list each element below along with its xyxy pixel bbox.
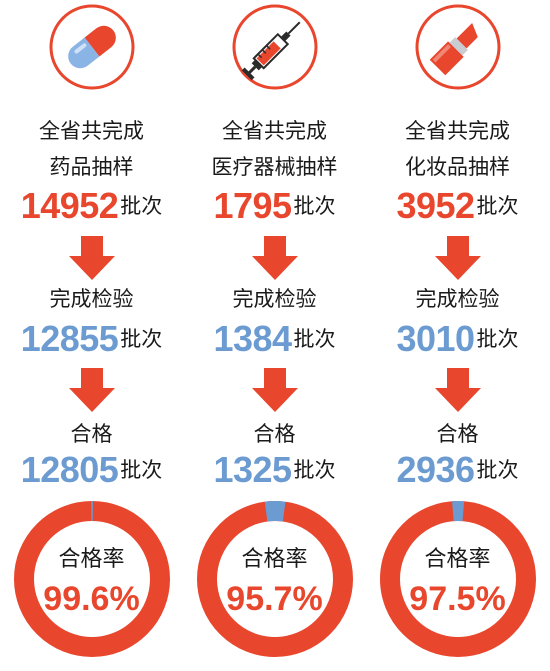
passed-stat: 12805批次 (0, 450, 183, 490)
sampled-count: 3952 (396, 185, 475, 226)
intro-line: 全省共完成 (405, 119, 510, 143)
down-arrow-icon (251, 236, 298, 280)
inspected-count: 1384 (213, 318, 292, 359)
lipstick-icon (415, 4, 500, 90)
passed-count: 2936 (396, 449, 475, 490)
down-arrow-icon (68, 236, 115, 280)
down-arrow-icon (434, 236, 481, 280)
inspected-label: 完成检验 (232, 287, 317, 311)
down-arrow-icon (434, 368, 481, 412)
passed-unit: 批次 (120, 458, 163, 482)
passed-stat: 1325批次 (183, 450, 366, 490)
passed-count: 1325 (213, 449, 292, 490)
pass-rate-donut (13, 501, 170, 657)
down-arrow-icon (68, 368, 115, 412)
column-drugs: 全省共完成 药品抽样 14952批次 完成检验 12855批次 合格 12805… (0, 0, 183, 671)
inspected-stat: 3010批次 (366, 319, 549, 359)
down-arrow-icon (251, 368, 298, 412)
inspected-count: 12855 (20, 318, 119, 359)
sampled-unit: 批次 (293, 194, 336, 218)
passed-stat: 2936批次 (366, 450, 549, 490)
pass-rate-value: 97.5% (409, 580, 506, 618)
sampled-unit: 批次 (120, 194, 163, 218)
donut-fail-arc (13, 501, 170, 657)
intro-line: 全省共完成 (39, 119, 144, 143)
inspected-unit: 批次 (476, 327, 519, 351)
inspected-stat: 1384批次 (183, 319, 366, 359)
inspected-label: 完成检验 (415, 287, 500, 311)
passed-label: 合格 (70, 422, 113, 446)
sampled-unit: 批次 (476, 194, 519, 218)
donut-fail-arc (196, 501, 353, 657)
sampled-count: 14952 (20, 185, 119, 226)
pass-rate-value: 99.6% (43, 580, 140, 618)
sampled-stat: 3952批次 (366, 186, 549, 226)
category-line: 药品抽样 (49, 155, 134, 179)
inspected-stat: 12855批次 (0, 319, 183, 359)
inspected-unit: 批次 (293, 327, 336, 351)
category-line: 化妆品抽样 (405, 155, 510, 179)
inspected-label: 完成检验 (49, 287, 134, 311)
inspected-count: 3010 (396, 318, 475, 359)
category-line: 医疗器械抽样 (211, 155, 338, 179)
pass-rate-donut (196, 501, 353, 657)
passed-label: 合格 (436, 422, 479, 446)
sampled-count: 1795 (213, 185, 292, 226)
pass-rate-value: 95.7% (226, 580, 323, 618)
pill-capsule-icon (49, 4, 134, 90)
column-medical-devices: 全省共完成 医疗器械抽样 1795批次 完成检验 1384批次 合格 1325批… (183, 0, 366, 671)
intro-line: 全省共完成 (222, 119, 327, 143)
pass-rate-label: 合格率 (241, 547, 308, 572)
pass-rate-label: 合格率 (424, 547, 491, 572)
syringe-icon (232, 4, 317, 90)
inspected-unit: 批次 (120, 327, 163, 351)
passed-count: 12805 (20, 449, 119, 490)
passed-unit: 批次 (476, 458, 519, 482)
passed-label: 合格 (253, 422, 296, 446)
donut-fail-arc (379, 501, 536, 657)
pass-rate-label: 合格率 (58, 547, 125, 572)
sampled-stat: 1795批次 (183, 186, 366, 226)
sampled-stat: 14952批次 (0, 186, 183, 226)
column-cosmetics: 全省共完成 化妆品抽样 3952批次 完成检验 3010批次 合格 2936批次… (366, 0, 549, 671)
pass-rate-donut (379, 501, 536, 657)
passed-unit: 批次 (293, 458, 336, 482)
